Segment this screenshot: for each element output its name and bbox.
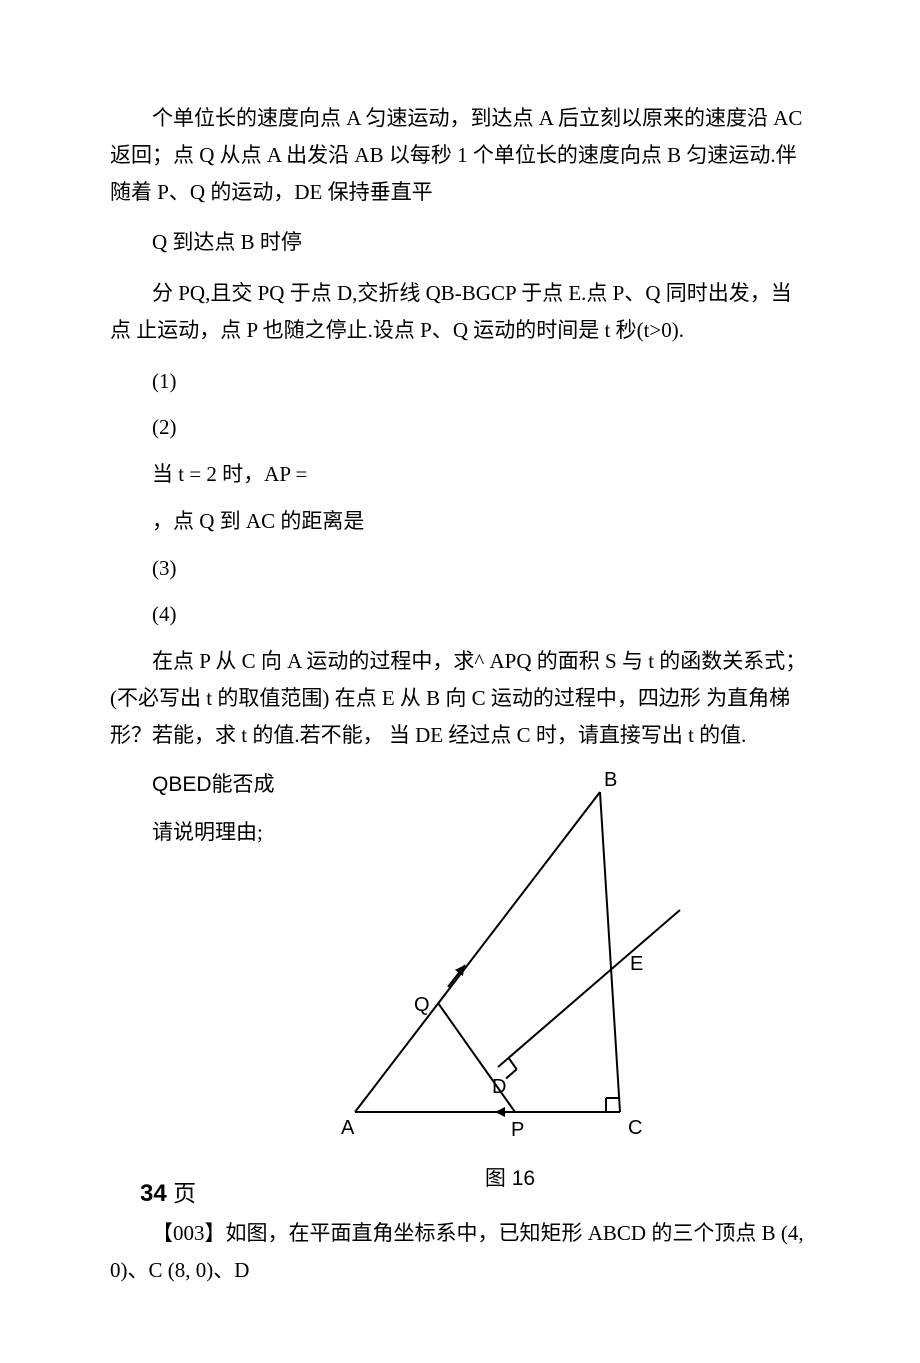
- paragraph-4: 在点 P 从 C 向 A 运动的过程中，求^ APQ 的面积 S 与 t 的函数…: [110, 643, 810, 753]
- figure-caption: 图 16: [320, 1161, 700, 1198]
- line-qac: ，点 Q 到 AC 的距离是: [110, 503, 810, 540]
- item-4: (4): [110, 596, 810, 633]
- svg-text:Q: Q: [414, 994, 430, 1016]
- line-ap: 当 t = 2 时，AP =: [110, 456, 810, 493]
- svg-text:P: P: [511, 1119, 524, 1141]
- figure-row: QBED能否成 请说明理由; A C B Q PD E 图 16: [110, 767, 810, 1197]
- paragraph-2: Q 到达点 B 时停: [110, 224, 810, 261]
- svg-text:D: D: [492, 1076, 506, 1098]
- item-2: (2): [110, 409, 810, 446]
- reason-text: 请说明理由;: [110, 814, 330, 851]
- paragraph-5: 【003】如图，在平面直角坐标系中，已知矩形 ABCD 的三个顶点 B (4, …: [110, 1215, 810, 1289]
- figure-16: A C B Q PD E 图 16: [320, 767, 700, 1198]
- qbed-text: QBED能否成: [110, 767, 330, 804]
- triangle-diagram: A C B Q PD E: [320, 767, 700, 1147]
- item-3: (3): [110, 550, 810, 587]
- svg-text:B: B: [604, 769, 617, 791]
- svg-text:C: C: [628, 1117, 642, 1139]
- paragraph-1: 个单位长的速度向点 A 匀速运动，到达点 A 后立刻以原来的速度沿 AC 返回；…: [110, 100, 810, 210]
- svg-text:A: A: [341, 1117, 355, 1139]
- paragraph-3: 分 PQ,且交 PQ 于点 D,交折线 QB-BGCP 于点 E.点 P、Q 同…: [110, 275, 810, 349]
- item-1: (1): [110, 363, 810, 400]
- svg-text:E: E: [630, 953, 643, 975]
